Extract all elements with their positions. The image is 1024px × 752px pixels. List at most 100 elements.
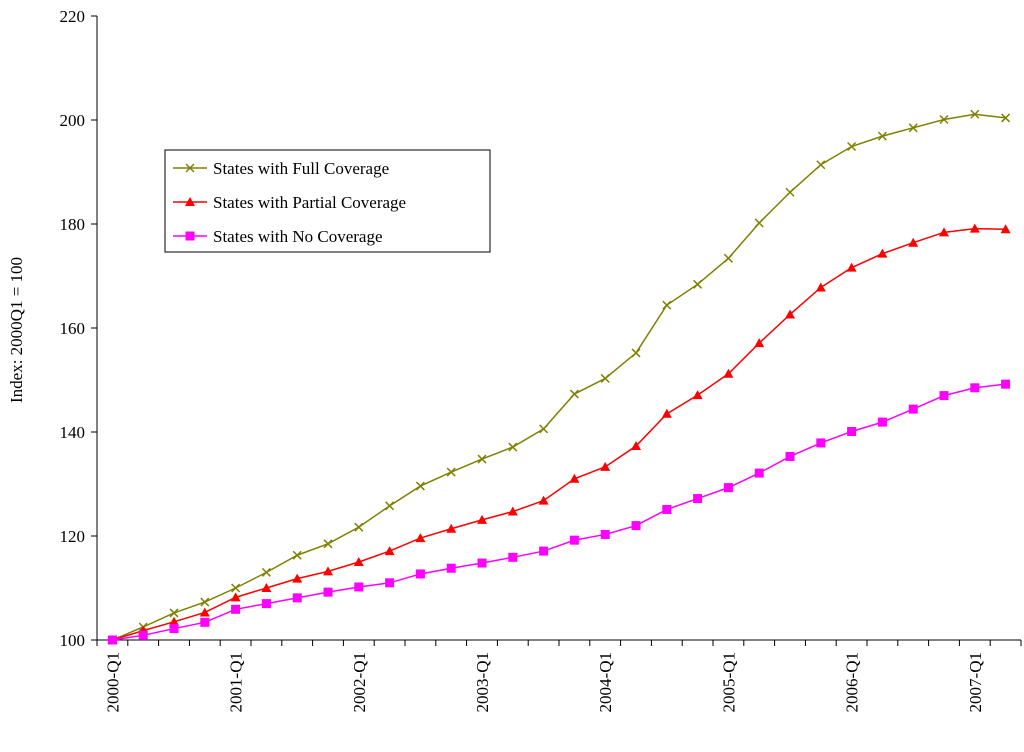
legend-marker xyxy=(185,231,195,241)
point xyxy=(354,582,364,592)
point xyxy=(877,248,888,258)
point xyxy=(723,253,733,263)
point xyxy=(261,567,271,577)
point xyxy=(107,635,117,645)
point xyxy=(816,438,826,448)
y-tick-label: 140 xyxy=(60,423,86,442)
point xyxy=(846,262,857,272)
point xyxy=(723,368,734,378)
point xyxy=(816,160,826,170)
point xyxy=(538,495,549,505)
point xyxy=(969,223,980,233)
legend-marker xyxy=(185,197,195,206)
point xyxy=(415,569,425,579)
point xyxy=(661,408,672,418)
point xyxy=(569,473,580,483)
point xyxy=(292,593,302,603)
point xyxy=(446,563,456,573)
point xyxy=(600,373,610,383)
point xyxy=(785,187,795,197)
x-tick-label: 2000-Q1 xyxy=(103,652,122,712)
point xyxy=(323,539,333,549)
point xyxy=(1001,379,1011,389)
point xyxy=(908,237,919,247)
series-line xyxy=(112,227,1006,641)
legend-box xyxy=(164,149,491,253)
x-tick-label: 2002-Q1 xyxy=(350,652,369,712)
point xyxy=(384,546,395,556)
y-axis-label: Index: 2000Q1 = 100 xyxy=(7,257,26,403)
y-tick-label: 160 xyxy=(60,319,86,338)
point xyxy=(693,494,703,504)
point xyxy=(169,608,179,618)
point xyxy=(939,391,949,401)
x-tick-label: 2005-Q1 xyxy=(719,652,738,712)
x-tick-label: 2007-Q1 xyxy=(966,652,985,712)
point xyxy=(507,506,518,516)
point xyxy=(785,451,795,461)
legend-label: States with Partial Coverage xyxy=(213,193,406,212)
point xyxy=(600,461,611,471)
point xyxy=(446,523,457,533)
point xyxy=(569,389,579,399)
point xyxy=(261,599,271,609)
point xyxy=(939,114,949,125)
point xyxy=(908,123,918,133)
point xyxy=(970,383,980,393)
point xyxy=(970,109,980,119)
point xyxy=(477,558,487,568)
y-tick-label: 180 xyxy=(60,215,86,234)
point xyxy=(539,546,549,556)
point xyxy=(292,550,302,560)
point xyxy=(877,417,887,427)
point xyxy=(415,533,426,543)
point xyxy=(877,131,887,141)
point xyxy=(353,557,364,566)
series-line xyxy=(112,383,1006,641)
point xyxy=(754,218,764,228)
series-line xyxy=(112,113,1006,641)
point xyxy=(385,578,395,588)
point xyxy=(847,426,857,436)
point xyxy=(200,617,210,627)
point xyxy=(662,300,672,310)
point xyxy=(692,390,703,400)
x-tick-label: 2006-Q1 xyxy=(843,652,862,712)
point xyxy=(908,404,918,414)
point xyxy=(169,616,179,626)
point xyxy=(847,141,857,152)
point xyxy=(200,597,210,607)
point xyxy=(477,454,487,464)
point xyxy=(939,227,949,237)
point xyxy=(815,282,826,292)
legend-marker xyxy=(185,163,195,173)
point xyxy=(354,522,364,532)
point xyxy=(323,566,333,576)
y-tick-label: 200 xyxy=(60,111,86,130)
point xyxy=(231,604,241,614)
point xyxy=(415,481,425,491)
point xyxy=(631,348,641,358)
point xyxy=(446,467,456,477)
point xyxy=(723,483,733,493)
point xyxy=(539,424,549,434)
point xyxy=(323,587,333,597)
point xyxy=(477,514,487,524)
point xyxy=(754,338,765,348)
x-tick-label: 2001-Q1 xyxy=(227,652,246,712)
y-tick-label: 100 xyxy=(60,631,86,650)
point xyxy=(231,583,241,593)
point xyxy=(785,309,795,319)
point xyxy=(754,468,764,478)
point xyxy=(199,607,210,617)
legend-label: States with No Coverage xyxy=(213,227,383,246)
point xyxy=(169,624,179,634)
point xyxy=(693,279,703,289)
point xyxy=(1001,113,1011,123)
point xyxy=(662,504,672,514)
point xyxy=(569,535,579,545)
legend-label: States with Full Coverage xyxy=(213,159,389,178)
point xyxy=(631,441,641,451)
